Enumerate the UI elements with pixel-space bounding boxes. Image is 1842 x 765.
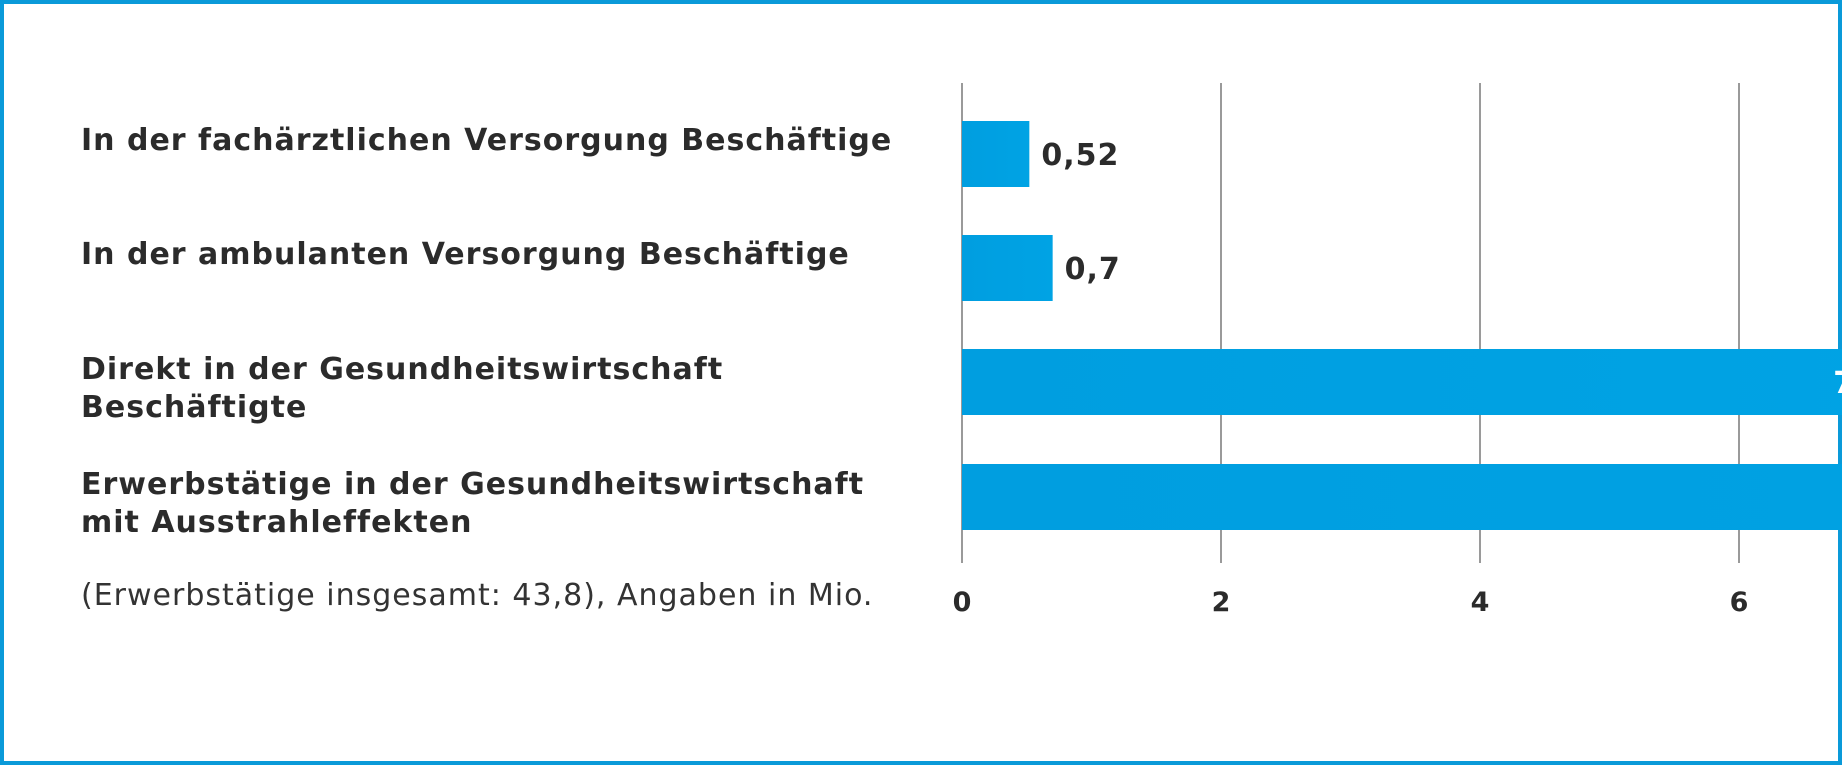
bar-3: [962, 349, 1842, 415]
category-label-4: Erwerbstätige in der Gesundheitswirtscha…: [81, 467, 865, 540]
value-label-2: 0,7: [1065, 252, 1121, 287]
bar-1: [962, 121, 1030, 187]
x-tick-label-6: 6: [1730, 587, 1749, 618]
bar-2: [962, 235, 1053, 301]
bar-4: [962, 464, 1842, 530]
value-label-3: 7,3: [1833, 366, 1842, 401]
category-label-1: In der fachärztlichen Versorgung Beschäf…: [81, 123, 893, 158]
bars: [962, 121, 1842, 530]
category-label-3: Direkt in der Gesundheitswirtschaft Besc…: [81, 352, 724, 425]
x-axis-ticks: 024681012: [953, 587, 1749, 618]
category-label-2: In der ambulanten Versorgung Beschäftige: [81, 237, 850, 272]
footnote: (Erwerbstätige insgesamt: 43,8), Angaben…: [81, 578, 874, 613]
x-tick-label-4: 4: [1471, 587, 1490, 618]
value-label-1: 0,52: [1041, 138, 1119, 173]
x-tick-label-2: 2: [1212, 587, 1231, 618]
x-tick-label-0: 0: [953, 587, 972, 618]
value-labels: 0,520,77,311,4: [1041, 138, 1842, 401]
